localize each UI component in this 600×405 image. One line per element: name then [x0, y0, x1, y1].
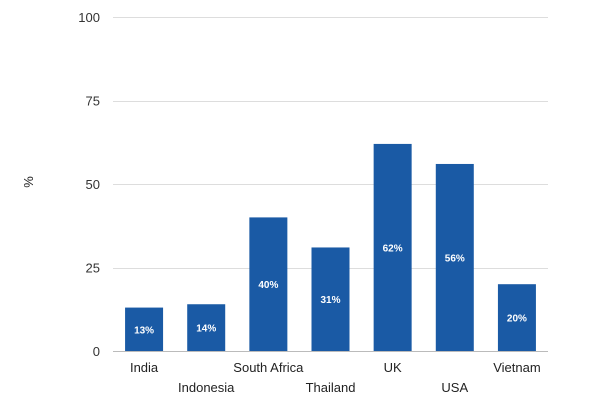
bar-indonesia	[187, 304, 226, 351]
y-tick-label: 50	[86, 177, 100, 192]
bar-value-label: 20%	[507, 314, 527, 325]
bar-india	[125, 307, 164, 351]
bar-value-label: 56%	[445, 253, 465, 264]
bar-usa	[435, 163, 474, 351]
bars: 13% 14% 40% 31% 62% 56% 20%	[125, 143, 536, 351]
x-category-label: Thailand	[306, 380, 356, 395]
bar-vietnam	[497, 284, 536, 351]
x-category-label: Vietnam	[493, 360, 540, 375]
bar-uk	[373, 143, 412, 351]
bar-value-label: 40%	[258, 280, 278, 291]
x-category-label: India	[130, 360, 159, 375]
bar-value-label: 13%	[134, 325, 154, 336]
x-category-label: USA	[441, 380, 468, 395]
y-axis-title: %	[21, 176, 36, 188]
x-category-label: South Africa	[233, 360, 304, 375]
bar-value-label: 62%	[383, 243, 403, 254]
gridlines	[113, 17, 548, 352]
x-category-label: Indonesia	[178, 380, 235, 395]
bar-value-label: 31%	[320, 295, 340, 306]
bar-south-africa	[249, 217, 288, 351]
x-category-label: UK	[384, 360, 402, 375]
bar-value-label: 14%	[196, 324, 216, 335]
y-axis-ticks: 0 25 50 75 100	[78, 10, 100, 359]
y-tick-label: 100	[78, 10, 100, 25]
y-tick-label: 0	[93, 344, 100, 359]
y-tick-label: 25	[86, 261, 100, 276]
y-tick-label: 75	[86, 94, 100, 109]
bar-thailand	[311, 247, 350, 351]
